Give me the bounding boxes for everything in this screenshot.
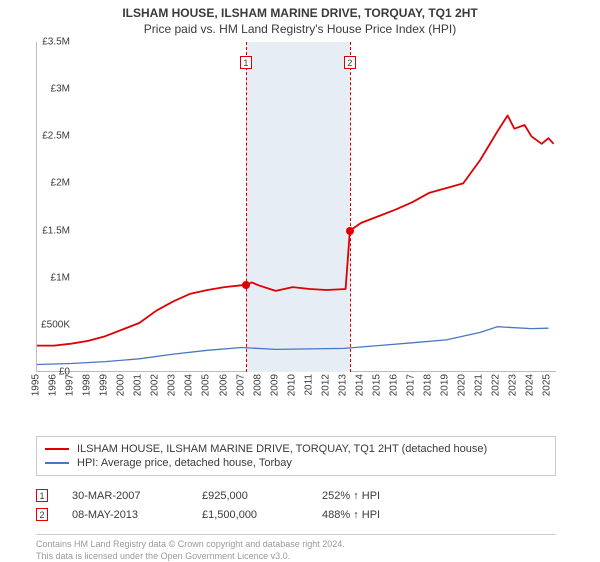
x-tick-label: 2024 bbox=[525, 374, 536, 396]
x-tick-label: 2014 bbox=[354, 374, 365, 396]
chart-area: 12 £0£500K£1M£1.5M£2M£2.5M£3M£3.5M199519… bbox=[36, 42, 596, 392]
legend-swatch bbox=[45, 462, 69, 464]
sale-row: 2 08-MAY-2013 £1,500,000 488% ↑ HPI bbox=[36, 505, 556, 524]
sale-pct: 252% ↑ HPI bbox=[322, 490, 412, 502]
sale-pct: 488% ↑ HPI bbox=[322, 509, 412, 521]
x-tick-label: 2025 bbox=[542, 374, 553, 396]
x-tick-label: 2007 bbox=[235, 374, 246, 396]
sale-price: £1,500,000 bbox=[202, 509, 302, 521]
legend-row: ILSHAM HOUSE, ILSHAM MARINE DRIVE, TORQU… bbox=[45, 442, 547, 456]
x-tick-label: 2022 bbox=[491, 374, 502, 396]
y-tick-label: £1.5M bbox=[42, 225, 70, 236]
sale-marker-ref: 1 bbox=[36, 489, 48, 502]
x-tick-label: 2009 bbox=[269, 374, 280, 396]
series-subject bbox=[37, 116, 554, 346]
sale-marker-line bbox=[246, 42, 247, 372]
sales-table: 1 30-MAR-2007 £925,000 252% ↑ HPI 2 08-MAY-20… bbox=[36, 486, 556, 524]
x-tick-label: 1998 bbox=[82, 374, 93, 396]
x-tick-label: 2023 bbox=[508, 374, 519, 396]
sale-date: 08-MAY-2013 bbox=[72, 509, 182, 521]
sale-marker-dot bbox=[242, 281, 250, 289]
x-tick-label: 2002 bbox=[150, 374, 161, 396]
chart-title: ILSHAM HOUSE, ILSHAM MARINE DRIVE, TORQU… bbox=[0, 0, 600, 20]
sale-marker-line bbox=[350, 42, 351, 372]
x-tick-label: 2015 bbox=[371, 374, 382, 396]
x-tick-label: 2010 bbox=[286, 374, 297, 396]
x-tick-label: 2020 bbox=[457, 374, 468, 396]
sale-marker-label: 2 bbox=[344, 56, 356, 69]
x-tick-label: 1995 bbox=[31, 374, 42, 396]
y-tick-label: £2M bbox=[51, 178, 70, 189]
y-tick-label: £3M bbox=[51, 84, 70, 95]
x-tick-label: 2013 bbox=[337, 374, 348, 396]
x-tick-label: 1996 bbox=[48, 374, 59, 396]
series-svg bbox=[37, 42, 557, 372]
x-tick-label: 2003 bbox=[167, 374, 178, 396]
x-tick-label: 1997 bbox=[65, 374, 76, 396]
legend-label: ILSHAM HOUSE, ILSHAM MARINE DRIVE, TORQU… bbox=[77, 443, 487, 455]
sale-marker-ref: 2 bbox=[36, 508, 48, 521]
x-tick-label: 2008 bbox=[252, 374, 263, 396]
sale-marker-dot bbox=[346, 227, 354, 235]
legend-swatch bbox=[45, 448, 69, 450]
x-tick-label: 2000 bbox=[116, 374, 127, 396]
sale-row: 1 30-MAR-2007 £925,000 252% ↑ HPI bbox=[36, 486, 556, 505]
sale-date: 30-MAR-2007 bbox=[72, 490, 182, 502]
footer-line1: Contains HM Land Registry data © Crown c… bbox=[36, 539, 556, 551]
x-tick-label: 1999 bbox=[99, 374, 110, 396]
x-tick-label: 2019 bbox=[440, 374, 451, 396]
x-tick-label: 2017 bbox=[406, 374, 417, 396]
x-tick-label: 2004 bbox=[184, 374, 195, 396]
x-tick-label: 2012 bbox=[320, 374, 331, 396]
legend-label: HPI: Average price, detached house, Torb… bbox=[77, 457, 292, 469]
plot-region: 12 bbox=[36, 42, 556, 372]
x-tick-label: 2001 bbox=[133, 374, 144, 396]
footer-line2: This data is licensed under the Open Gov… bbox=[36, 551, 556, 562]
y-tick-label: £1M bbox=[51, 272, 70, 283]
y-tick-label: £3.5M bbox=[42, 37, 70, 48]
footer-attribution: Contains HM Land Registry data © Crown c… bbox=[36, 534, 556, 562]
x-tick-label: 2016 bbox=[389, 374, 400, 396]
y-tick-label: £2.5M bbox=[42, 131, 70, 142]
x-tick-label: 2006 bbox=[218, 374, 229, 396]
y-tick-label: £500K bbox=[41, 319, 70, 330]
legend: ILSHAM HOUSE, ILSHAM MARINE DRIVE, TORQU… bbox=[36, 436, 556, 476]
sale-price: £925,000 bbox=[202, 490, 302, 502]
sale-marker-label: 1 bbox=[240, 56, 252, 69]
x-tick-label: 2011 bbox=[303, 374, 314, 396]
x-tick-label: 2021 bbox=[474, 374, 485, 396]
x-tick-label: 2005 bbox=[201, 374, 212, 396]
chart-subtitle: Price paid vs. HM Land Registry's House … bbox=[0, 20, 600, 42]
legend-row: HPI: Average price, detached house, Torb… bbox=[45, 456, 547, 470]
x-tick-label: 2018 bbox=[423, 374, 434, 396]
